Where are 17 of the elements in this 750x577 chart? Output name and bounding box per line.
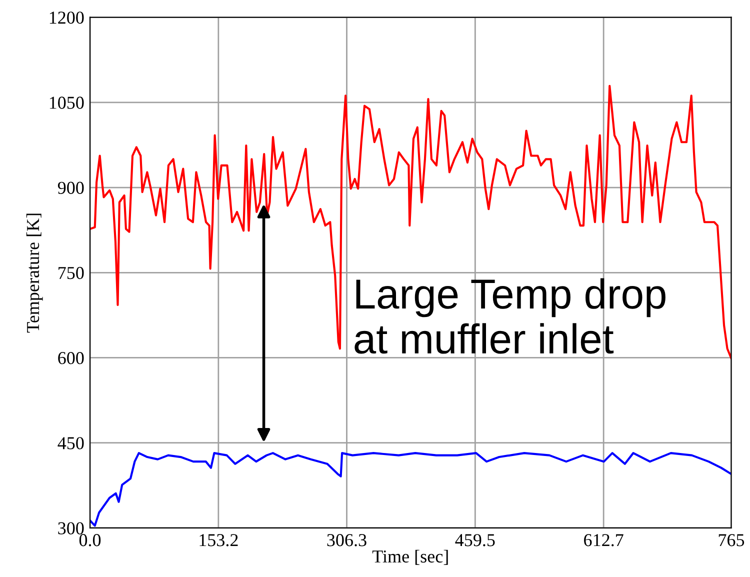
y-tick-label: 1200	[50, 12, 84, 24]
y-tick-label: 1050	[50, 96, 84, 109]
y-tick-label: 750	[58, 266, 84, 280]
x-tick-label: 0.0	[79, 534, 101, 546]
y-tick-label: 300	[58, 522, 84, 534]
y-tick-label: 450	[58, 437, 84, 450]
x-tick-label: 612.7	[584, 534, 624, 546]
y-tick-label: 900	[58, 182, 84, 194]
annotation: Large Temp drop at muffler inlet	[354, 278, 666, 354]
x-tick-label: 306.3	[327, 534, 366, 546]
x-tick-label: 765	[718, 534, 744, 546]
y-tick-label: 600	[58, 352, 84, 364]
x-tick-label: 459.5	[455, 534, 495, 546]
x-axis-title: Time [sec]	[372, 550, 448, 565]
x-tick-label: 153.2	[200, 534, 238, 546]
y-axis-title: Temperature [K]	[26, 214, 43, 333]
line-series	[90, 84, 732, 360]
